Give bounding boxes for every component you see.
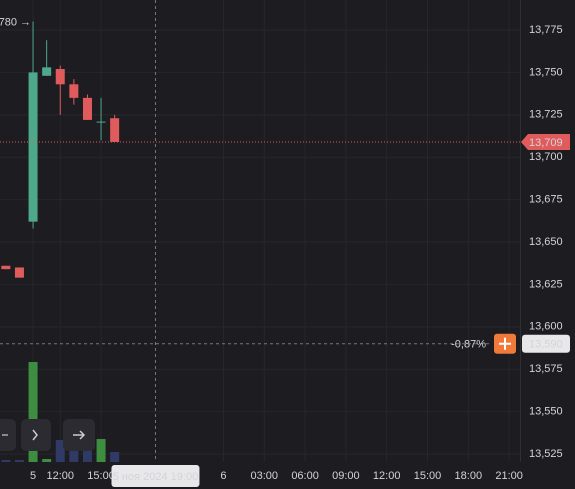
y-tick-label: 13,725 <box>529 109 563 121</box>
y-tick-label: 13,600 <box>529 321 563 333</box>
volume-bar <box>1 460 11 462</box>
candle-body <box>28 72 38 222</box>
candle-body <box>96 121 106 123</box>
volume-bar <box>96 439 106 462</box>
y-tick-label: 13,625 <box>529 278 563 290</box>
candle-body <box>55 69 65 85</box>
candle-body <box>82 97 92 120</box>
y-tick-label: 13,775 <box>529 24 563 36</box>
y-tick-label: 13,750 <box>529 66 563 78</box>
last-price-tag <box>521 133 570 150</box>
crosshair-x-label: 5 ноя 2024 19:00 <box>113 471 198 483</box>
y-tick-label: 13,525 <box>529 448 563 460</box>
volume-bar <box>82 442 92 462</box>
candle-body <box>69 84 79 98</box>
volume-bar <box>110 452 120 462</box>
x-tick-label: 03:00 <box>251 470 279 482</box>
crosshair-x-box <box>111 465 200 487</box>
x-tick-label: 15:00 <box>414 470 442 482</box>
candle-body <box>110 118 120 142</box>
candle-body <box>42 67 52 76</box>
x-tick-label: 21:00 <box>495 470 523 482</box>
x-tick-label: 06:00 <box>291 470 319 482</box>
x-tick-label: 12:00 <box>46 470 74 482</box>
x-tick-label: 5 <box>30 470 36 482</box>
volume-bar <box>14 460 24 462</box>
crosshair-y-box <box>522 334 570 353</box>
y-tick-label: 13,675 <box>529 194 563 206</box>
y-tick-label: 13,700 <box>529 151 563 163</box>
volume-bar <box>42 459 52 462</box>
nav-buttons <box>0 419 95 451</box>
volume-bar <box>55 440 65 462</box>
nav-latest-icon <box>73 430 86 440</box>
x-tick-label: 12:00 <box>373 470 401 482</box>
last-price-label: 13,709 <box>529 137 563 149</box>
nav-next-icon <box>32 429 38 441</box>
high-label: 780 → <box>0 16 31 28</box>
x-tick-label: 6 <box>220 470 226 482</box>
x-tick-label: 18:00 <box>455 470 483 482</box>
crosshair-change-label: -0,87% <box>451 339 486 351</box>
nav-next-button[interactable] <box>21 419 51 451</box>
candle-body <box>14 267 24 278</box>
candle-body <box>1 265 11 270</box>
y-tick-label: 13,575 <box>529 363 563 375</box>
add-alert-icon <box>499 337 511 350</box>
y-tick-label: 13,650 <box>529 236 563 248</box>
volume-bar <box>28 362 38 462</box>
x-tick-label: 15:00 <box>87 470 115 482</box>
x-tick-label: 09:00 <box>332 470 360 482</box>
y-tick-label: 13,550 <box>529 406 563 418</box>
crosshair-y-label: 13,590 <box>529 339 563 351</box>
